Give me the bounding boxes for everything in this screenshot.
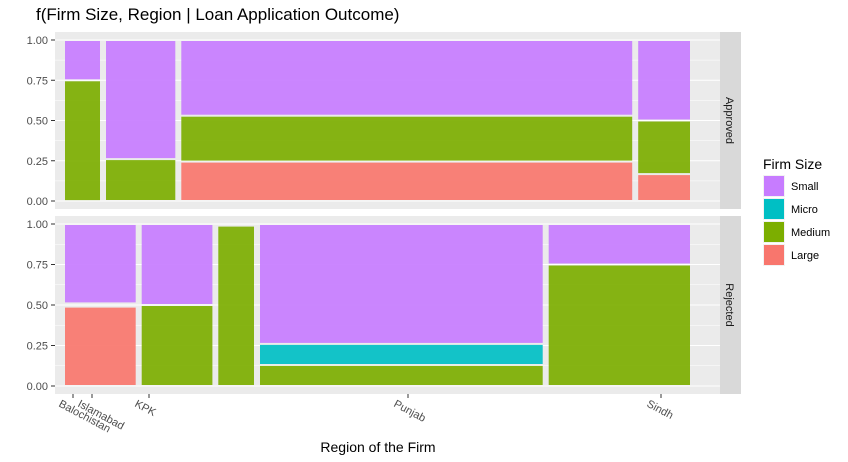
bar-medium [141,306,213,385]
y-tick-label: 1.00 [27,35,48,47]
x-tick-label: Punjab [392,398,428,425]
y-tick-label: 0.25 [27,341,48,353]
bar-small [181,41,633,115]
bar-small [65,225,136,303]
legend-swatch-large [764,245,784,265]
bar-large [638,175,690,200]
bar-medium [260,365,543,385]
legend-label-large: Large [791,250,819,262]
bar-large [65,307,136,385]
legend-swatch-small [764,176,784,196]
x-tick-label: KPK [133,398,159,419]
y-tick-label: 0.75 [27,260,48,272]
bar-medium [218,226,254,385]
facet-strip-rejected [720,216,741,394]
facet-label-approved: Approved [723,97,735,144]
bar-small [548,225,690,264]
chart-title: f(Firm Size, Region | Loan Application O… [36,5,399,24]
legend-swatch-micro [764,199,784,219]
bar-micro [260,344,543,364]
bar-medium [181,116,633,161]
bar-small [65,41,100,80]
bar-small [141,225,213,304]
bar-medium [65,81,100,201]
panel-bars-rejected [65,225,690,385]
y-tick-label: 0.75 [27,75,48,87]
bar-medium [106,160,176,200]
y-tick-label: 0.00 [27,381,48,393]
bar-small [106,41,176,159]
bar-large [181,162,633,200]
legend-swatch-medium [764,222,784,242]
legend-title: Firm Size [763,156,822,172]
x-axis-title: Region of the Firm [320,439,435,455]
panel-bars-approved [65,41,690,201]
y-tick-label: 0.00 [27,196,48,208]
legend-label-micro: Micro [791,204,818,216]
legend: Firm Size Small Micro Medium Large [763,156,830,266]
y-tick-label: 0.50 [27,300,48,312]
legend-label-medium: Medium [791,227,830,239]
bar-small [260,225,543,343]
y-tick-label: 1.00 [27,219,48,231]
legend-label-small: Small [791,181,819,193]
x-tick-label: Sindh [645,398,675,422]
facet-strip-approved [720,32,741,209]
y-axis-rejected: 0.00 0.25 0.50 0.75 1.00 [27,219,55,393]
bar-medium [548,265,690,385]
bar-small [638,41,690,120]
y-axis-approved: 0.00 0.25 0.50 0.75 1.00 [27,35,55,208]
bar-medium [638,121,690,174]
y-tick-label: 0.50 [27,116,48,128]
facet-label-rejected: Rejected [723,283,735,326]
y-tick-label: 0.25 [27,156,48,168]
